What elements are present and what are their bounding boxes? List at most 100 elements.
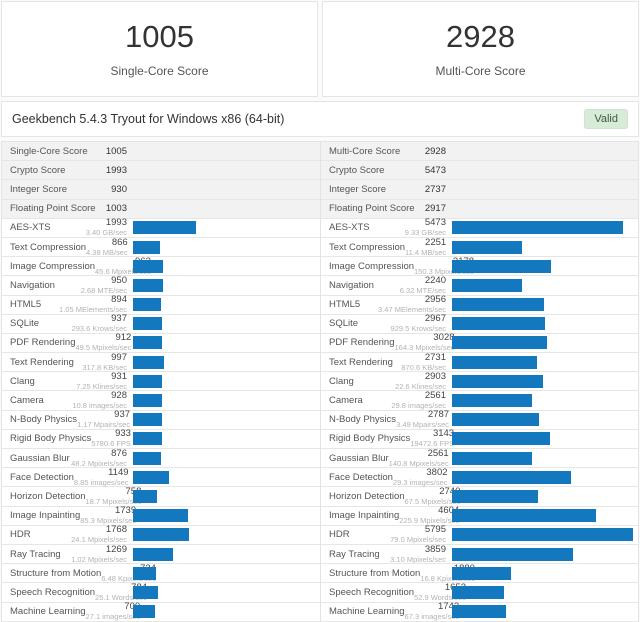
score-bar-track	[452, 238, 633, 256]
benchmark-row: Text Compression 866 4.38 MB/sec	[2, 237, 320, 258]
benchmark-row: Text Compression 2251 11.4 MB/sec	[321, 236, 638, 258]
benchmark-rate: 11.4 MB/sec	[405, 247, 447, 257]
score-bar-track	[133, 526, 315, 544]
score-bar-track	[452, 449, 633, 467]
score-bar	[133, 317, 163, 331]
benchmark-rate: 79.0 Mpixels/sec	[390, 535, 446, 545]
benchmark-name: Horizon Detection	[10, 490, 86, 502]
benchmark-cell: Rigid Body Physics 933 5780.6 FPS	[2, 429, 131, 448]
benchmark-name: Navigation	[10, 279, 55, 291]
benchmark-cell: N-Body Physics 2787 3.49 Mpairs/sec	[321, 410, 450, 430]
section-score-label: Floating Point Score	[10, 203, 96, 215]
benchmark-rate: 16.8 Kpixels/sec	[420, 573, 475, 583]
score-bar	[133, 355, 165, 369]
benchmark-score-block: 912 49.5 Mpixels/sec	[75, 333, 131, 352]
benchmark-rate: 3.49 Mpairs/sec	[396, 420, 450, 430]
score-bar-track	[133, 372, 315, 390]
empty-bar-area	[452, 142, 633, 160]
benchmark-row: Image Inpainting 4604 225.9 Mpixels/sec	[321, 505, 638, 526]
section-score-row: Integer Score 930	[2, 180, 320, 200]
benchmark-row: AES-XTS 5473 9.33 GB/sec	[321, 217, 638, 238]
benchmark-name: Image Inpainting	[329, 510, 400, 522]
benchmark-score-block: 1768 24.1 Mpixels/sec	[71, 525, 127, 544]
benchmark-row: Ray Tracing 1269 1.02 Mpixels/sec	[2, 544, 320, 565]
score-bar	[133, 451, 161, 465]
benchmark-cell: Image Compression3178150.3 Mpixels/sec	[321, 256, 474, 275]
benchmark-cell: Structure from Motion188016.8 Kpixels/se…	[321, 563, 475, 582]
score-bar-track	[133, 296, 315, 314]
benchmark-score-block: 1269 1.02 Mpixels/sec	[71, 544, 127, 564]
benchmark-score: 2561	[424, 390, 446, 402]
benchmark-rate: 85.3 Mpixels/sec	[80, 516, 137, 526]
benchmark-score: 876	[111, 447, 127, 459]
benchmark-cell: Text Compression 2251 11.4 MB/sec	[321, 236, 447, 257]
score-bar-track	[452, 545, 633, 563]
score-bar	[133, 528, 189, 542]
score-bar-track	[452, 257, 633, 275]
benchmark-cell: Text Compression 866 4.38 MB/sec	[2, 237, 128, 256]
benchmark-cell: Horizon Detection75818.7 Mpixels/sec	[2, 486, 141, 505]
section-score-row: Floating Point Score 1003	[2, 199, 320, 219]
benchmark-rate: 49.5 Mpixels/sec	[75, 343, 132, 353]
score-bar	[133, 298, 162, 312]
score-bar	[452, 374, 543, 388]
benchmark-rate: 7.25 Klines/sec	[76, 381, 127, 391]
benchmark-score: 1993	[105, 217, 127, 229]
benchmark-score: 4604	[438, 505, 460, 517]
result-title-bar: Geekbench 5.4.3 Tryout for Windows x86 (…	[1, 101, 639, 137]
benchmark-name: Gaussian Blur	[329, 452, 389, 464]
score-bar-track	[452, 334, 633, 352]
benchmark-rate: 45.6 Mpixels/sec	[95, 266, 151, 276]
benchmark-row: Clang 2903 22.6 Klines/sec	[321, 371, 638, 392]
section-score-cell: Crypto Score 5473	[321, 161, 446, 179]
empty-bar-area	[133, 200, 315, 218]
score-bar	[452, 585, 504, 599]
score-bar-track	[133, 487, 315, 505]
benchmark-row: Camera 928 10.8 images/sec	[2, 391, 320, 411]
score-bar-track	[452, 372, 633, 390]
benchmark-row: Clang 931 7.25 Klines/sec	[2, 371, 320, 392]
benchmark-row: HTML5 894 1.05 MElements/sec	[2, 295, 320, 315]
benchmark-row: Navigation 950 2.68 MTE/sec	[2, 275, 320, 296]
single-core-score: 1005	[125, 19, 194, 54]
single-core-column: Single-Core Score 1005 Crypto Score 1993 Int…	[2, 142, 320, 622]
score-bar-track	[452, 603, 633, 621]
benchmark-score: 2251	[425, 236, 447, 248]
benchmark-cell: Machine Learning 1743 67.3 images/sec	[321, 602, 459, 621]
section-score-row: Multi-Core Score 2928	[321, 142, 638, 162]
score-bar	[452, 259, 552, 273]
score-bar-track	[133, 603, 315, 621]
benchmark-name: N-Body Physics	[10, 414, 78, 426]
benchmark-score-block: 937 1.17 Mpairs/sec	[77, 410, 130, 429]
benchmark-name: Speech Recognition	[329, 586, 415, 598]
benchmark-score-block: 1149 8.85 images/sec	[74, 467, 129, 487]
benchmark-row: N-Body Physics 2787 3.49 Mpairs/sec	[321, 410, 638, 430]
benchmark-cell: Navigation 950 2.68 MTE/sec	[2, 275, 127, 294]
benchmark-score-block: 928 10.8 images/sec	[72, 391, 127, 410]
benchmark-score-block: 2731 870.6 KB/sec	[401, 352, 446, 372]
benchmark-cell: Gaussian Blur 876 48.2 Mpixels/sec	[2, 447, 127, 468]
section-score-value: 5473	[424, 164, 446, 176]
benchmark-cell: HTML5 2956 3.47 MElements/sec	[321, 295, 446, 314]
benchmark-rate: 6.48 Kpixels/sec	[101, 573, 156, 583]
benchmark-row: Horizon Detection 2740 67.5 Mpixels/sec	[321, 486, 638, 507]
benchmark-name: Image Compression	[10, 260, 96, 272]
benchmark-name: Rigid Body Physics	[10, 433, 92, 445]
benchmark-name: Structure from Motion	[10, 567, 102, 579]
benchmark-score: 1768	[105, 524, 127, 536]
benchmark-rate: 140.8 Mpixels/sec	[388, 458, 449, 468]
benchmark-score: 3859	[424, 543, 446, 555]
benchmark-score-block: 2740 67.5 Mpixels/sec	[405, 486, 461, 506]
benchmark-cell: SQLite 937 293.6 Krows/sec	[2, 314, 127, 333]
benchmark-score: 2967	[424, 313, 446, 325]
benchmark-cell: AES-XTS 1993 3.40 GB/sec	[2, 217, 127, 237]
benchmark-score: 5473	[424, 217, 446, 229]
benchmark-name: SQLite	[10, 318, 40, 330]
score-bar	[452, 240, 523, 254]
benchmark-score-block: 876 48.2 Mpixels/sec	[71, 447, 127, 468]
benchmark-name: Camera	[329, 395, 363, 407]
benchmark-cell: AES-XTS 5473 9.33 GB/sec	[321, 217, 446, 237]
score-bar-track	[452, 296, 633, 314]
benchmark-name: HDR	[329, 529, 350, 541]
benchmark-cell: Text Rendering 2731 870.6 KB/sec	[321, 352, 446, 372]
